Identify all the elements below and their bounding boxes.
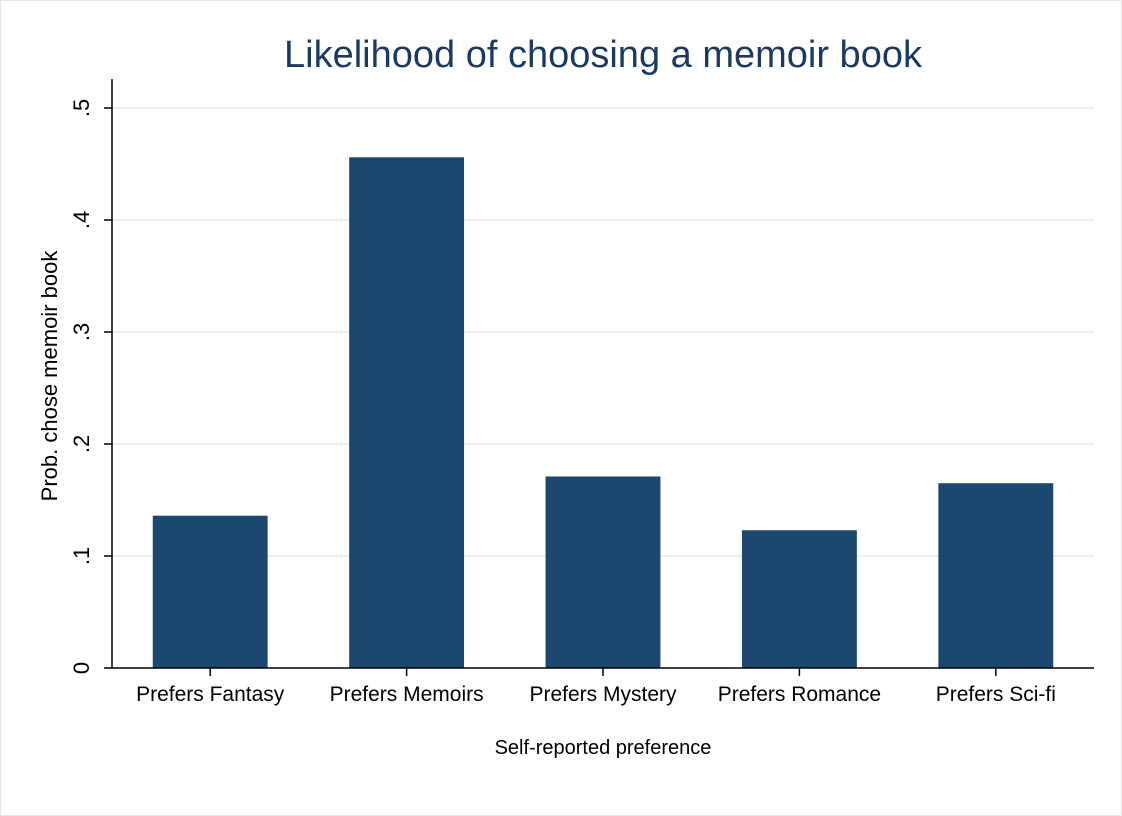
x-category-label: Prefers Memoirs: [330, 683, 484, 706]
bar: [741, 530, 857, 668]
y-tick-label: .2: [69, 435, 94, 453]
x-axis-categories: Prefers Fantasy Prefers Memoirs Prefers My…: [136, 668, 1056, 706]
grid-lines: [112, 107, 1094, 557]
y-tick-label: 0: [69, 662, 94, 674]
y-tick-label: .3: [69, 323, 94, 341]
bar: [938, 483, 1054, 668]
bar: [545, 476, 661, 668]
x-category-label: Prefers Mystery: [529, 683, 677, 706]
y-axis-title: Prob. chose memoir book: [37, 250, 62, 502]
x-category-label: Prefers Sci-fi: [936, 683, 1056, 706]
x-category-label: Prefers Romance: [718, 683, 881, 706]
chart-title: Likelihood of choosing a memoir book: [284, 34, 923, 76]
y-axis-ticks: 0 .1 .2 .3 .4 .5: [69, 99, 112, 674]
bars: [152, 157, 1054, 668]
x-axis-title: Self-reported preference: [495, 737, 712, 759]
bar: [349, 157, 465, 668]
y-tick-label: .5: [69, 99, 94, 117]
x-category-label: Prefers Fantasy: [136, 683, 285, 706]
y-tick-label: .1: [69, 547, 94, 565]
bar: [152, 515, 268, 668]
y-tick-label: .4: [69, 211, 94, 229]
